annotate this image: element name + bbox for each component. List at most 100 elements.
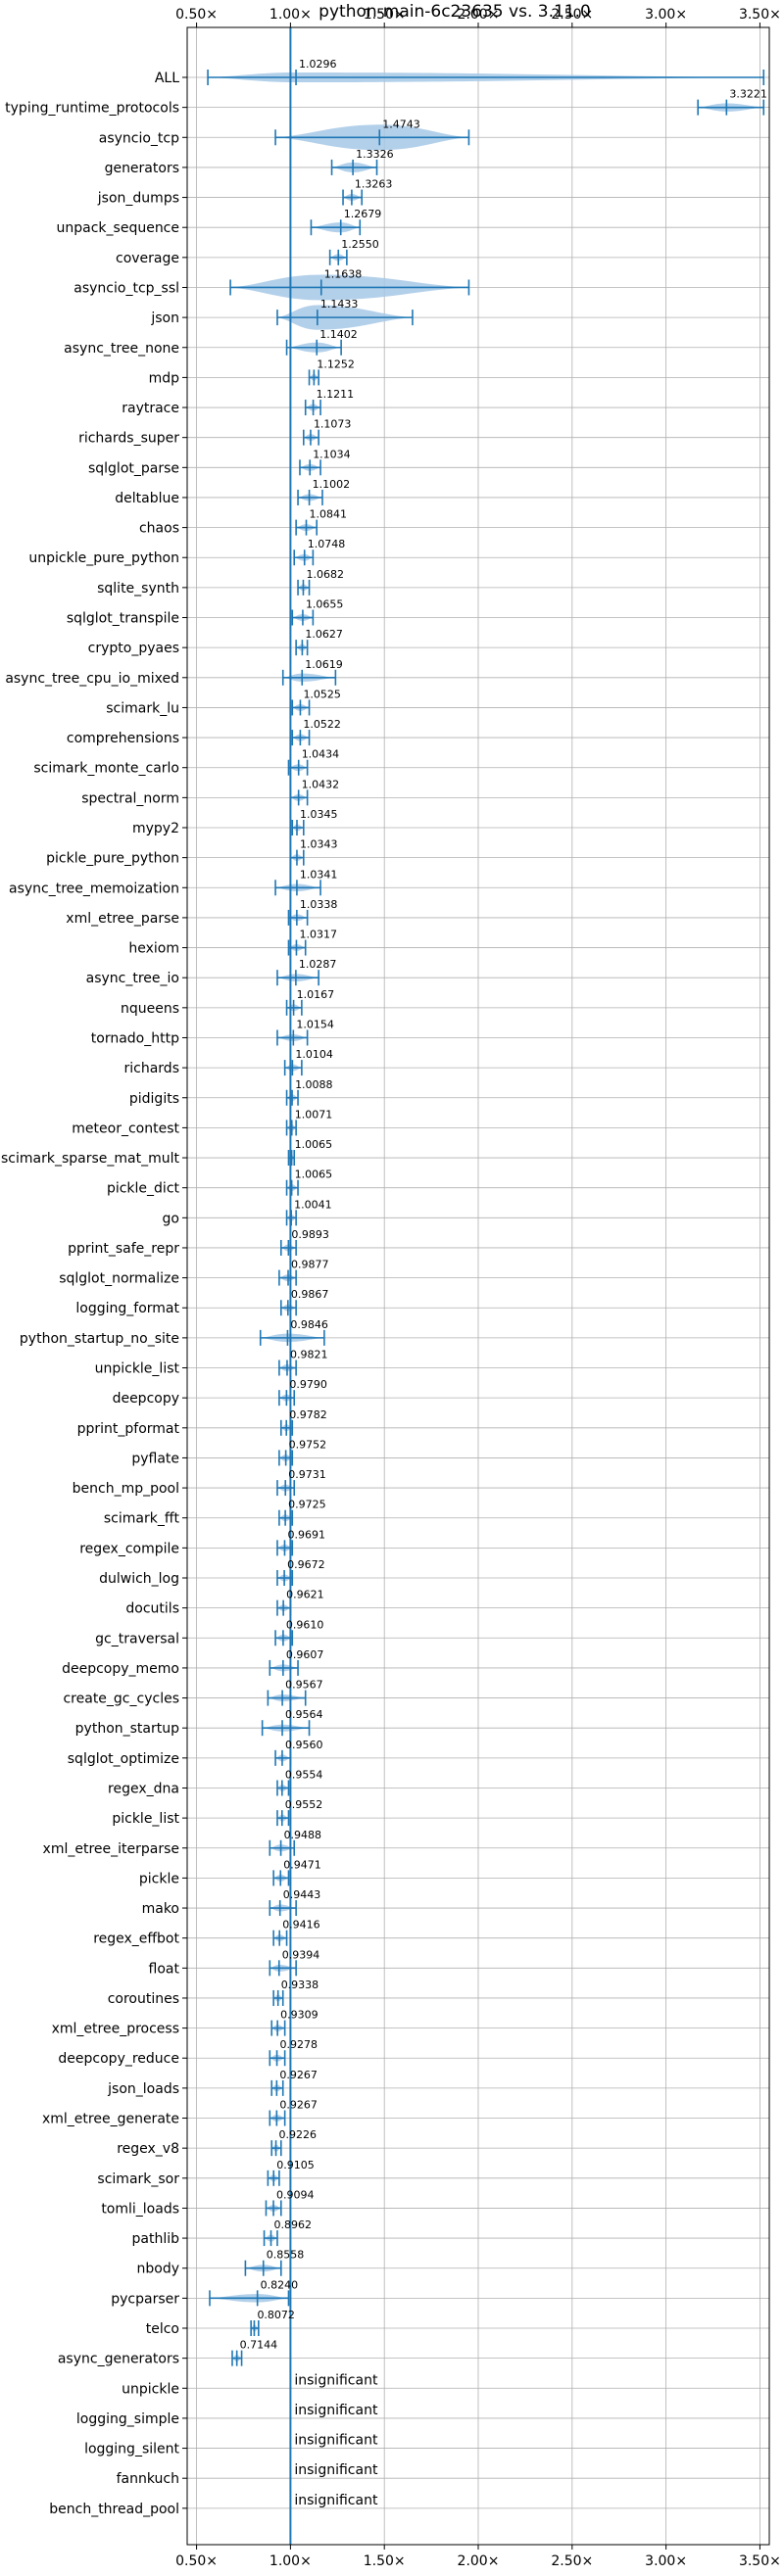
insignificant-label: insignificant — [294, 2403, 378, 2418]
benchmark-value-label: 0.9752 — [289, 1438, 327, 1451]
benchmark-label: pidigits — [129, 1091, 179, 1107]
benchmark-label: hexiom — [128, 941, 179, 957]
benchmark-value-label: 1.2679 — [344, 208, 382, 220]
benchmark-label: sqlglot_normalize — [59, 1271, 179, 1287]
benchmark-label: pickle — [139, 1871, 179, 1886]
benchmark-label: go — [163, 1211, 179, 1226]
benchmark-label: sqlglot_optimize — [68, 1751, 179, 1767]
benchmark-label: regex_dna — [108, 1781, 179, 1796]
benchmark-value-label: 0.9226 — [279, 2128, 318, 2141]
benchmark-label: coroutines — [108, 1991, 179, 2007]
benchmark-value-label: 1.0345 — [300, 808, 338, 821]
benchmark-value-label: 0.9672 — [287, 1558, 325, 1571]
benchmark-label: pickle_list — [112, 1811, 179, 1827]
benchmark-value-label: 1.0296 — [299, 58, 337, 71]
benchmark-label: pycparser — [111, 2291, 179, 2307]
benchmark-value-label: 1.0841 — [310, 508, 348, 521]
benchmark-value-label: 0.9731 — [288, 1468, 326, 1481]
benchmark-label: crypto_pyaes — [88, 641, 179, 656]
benchmark-label: async_tree_io — [86, 971, 179, 986]
benchmark-label: mdp — [149, 370, 180, 386]
benchmark-label: asyncio_tcp_ssl — [74, 280, 179, 296]
insignificant-label: insignificant — [294, 2493, 378, 2508]
benchmark-value-label: 0.9554 — [285, 1768, 323, 1781]
insignificant-label: insignificant — [294, 2433, 378, 2449]
benchmark-value-label: 1.0434 — [302, 748, 340, 761]
x-tick-label-bottom: 1.50× — [364, 2553, 406, 2569]
x-tick-label-top: 3.50× — [739, 7, 781, 23]
benchmark-label: regex_v8 — [117, 2141, 179, 2157]
benchmark-value-label: 1.0154 — [296, 1018, 334, 1030]
benchmark-value-label: 0.9394 — [282, 1948, 320, 1961]
benchmark-value-label: 1.0655 — [306, 598, 344, 611]
benchmark-label: json_dumps — [97, 191, 179, 207]
benchmark-label: async_tree_cpu_io_mixed — [5, 671, 179, 687]
benchmark-label: spectral_norm — [81, 790, 179, 806]
benchmark-label: bench_thread_pool — [49, 2502, 179, 2517]
benchmark-value-label: 1.4743 — [382, 118, 420, 130]
x-tick-label-bottom: 1.00× — [270, 2553, 312, 2569]
benchmark-value-label: 1.0071 — [295, 1108, 333, 1121]
benchmark-value-label: 1.0525 — [303, 688, 341, 700]
benchmark-value-label: 0.9552 — [285, 1798, 323, 1811]
benchmark-value-label: 0.9338 — [281, 1979, 319, 1991]
benchmark-label: python_startup — [75, 1721, 179, 1737]
benchmark-label: tornado_http — [91, 1030, 179, 1046]
benchmark-value-label: 1.1034 — [313, 448, 351, 460]
benchmark-label: pickle_dict — [107, 1181, 180, 1197]
x-tick-label-top: 1.50× — [364, 7, 406, 23]
x-tick-label-top: 1.00× — [270, 7, 312, 23]
benchmark-value-label: 0.9267 — [279, 2099, 318, 2112]
benchmark-label: regex_effbot — [93, 1932, 179, 1947]
chart-title: python-main-6c23635 vs. 3.11.0 — [318, 2, 591, 22]
x-tick-label-bottom: 3.00× — [645, 2553, 687, 2569]
insignificant-label: insignificant — [294, 2462, 378, 2478]
benchmark-value-label: 0.9278 — [280, 2038, 318, 2051]
benchmark-label: deepcopy — [113, 1391, 179, 1407]
benchmark-label: xml_etree_generate — [42, 2112, 179, 2127]
benchmark-label: unpickle_list — [95, 1361, 180, 1377]
benchmark-label: xml_etree_iterparse — [43, 1841, 179, 1857]
benchmark-label: unpickle — [122, 2381, 179, 2397]
benchmark-value-label: 0.9105 — [276, 2159, 315, 2171]
benchmark-value-label: 1.0627 — [305, 628, 343, 641]
benchmark-value-label: 0.9846 — [290, 1318, 328, 1331]
benchmark-label: logging_simple — [76, 2411, 179, 2427]
benchmark-label: mako — [142, 1901, 179, 1917]
benchmark-label: richards_super — [78, 431, 179, 447]
benchmark-value-label: 0.9790 — [289, 1378, 327, 1391]
benchmark-value-label: 1.0682 — [306, 568, 344, 581]
benchmark-value-label: 0.9560 — [285, 1739, 323, 1751]
benchmark-value-label: 0.9488 — [284, 1829, 322, 1841]
benchmark-value-label: 1.1638 — [324, 267, 363, 280]
benchmark-label: unpack_sequence — [57, 220, 179, 236]
benchmark-label: chaos — [139, 521, 179, 537]
x-tick-label-bottom: 2.00× — [458, 2553, 500, 2569]
benchmark-value-label: 0.8558 — [267, 2249, 305, 2262]
benchmark-label: comprehensions — [67, 731, 179, 746]
x-tick-label-top: 0.50× — [175, 7, 218, 23]
benchmark-label: unpickle_pure_python — [28, 550, 179, 566]
benchmark-value-label: 1.3326 — [356, 148, 394, 161]
benchmark-label: scimark_fft — [104, 1511, 180, 1527]
benchmark-value-label: 1.1252 — [317, 358, 355, 370]
benchmark-label: regex_compile — [79, 1541, 179, 1556]
benchmark-label: deltablue — [115, 491, 179, 506]
benchmark-value-label: 0.9564 — [285, 1708, 323, 1721]
benchmark-label: sqlglot_transpile — [67, 611, 179, 627]
benchmark-label: meteor_contest — [72, 1121, 179, 1136]
label-layer: 1.0296 3.3221 1.4743 1.3326 1.3263 1.2679 1.25… — [240, 58, 767, 2508]
benchmark-label: async_tree_memoization — [9, 881, 179, 896]
benchmark-value-label: 1.1402 — [319, 328, 358, 341]
benchmark-label: dulwich_log — [99, 1571, 179, 1587]
benchmark-value-label: 0.8072 — [257, 2309, 295, 2321]
benchmark-label: pathlib — [132, 2231, 180, 2247]
tick-layer: 0.50× 0.50× 1.00× 1.00× 1.50× 1.50× 2.00× 2.00×… — [1, 7, 781, 2569]
benchmark-value-label: 1.2550 — [341, 238, 379, 251]
benchmark-label: pprint_pformat — [77, 1421, 180, 1437]
benchmark-label: scimark_sparse_mat_mult — [1, 1151, 179, 1167]
benchmark-label: tomli_loads — [101, 2201, 179, 2217]
benchmark-label: scimark_lu — [106, 700, 179, 716]
benchmark-value-label: 1.0287 — [299, 958, 337, 971]
